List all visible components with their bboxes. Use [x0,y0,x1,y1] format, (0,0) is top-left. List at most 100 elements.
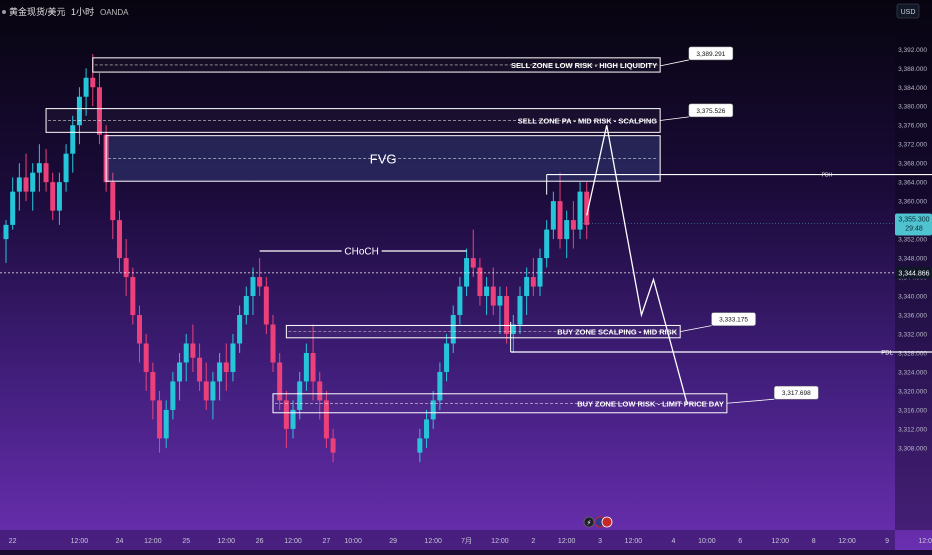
candle-down [157,400,163,439]
candle-down [477,267,483,297]
candle-up [217,362,223,382]
candle-up [430,400,436,420]
candle-up [437,371,443,401]
y-tick-label: 3,328.000 [898,350,927,357]
symbol-name: 黄金现货/美元 [9,6,66,17]
candle-up [56,182,62,211]
crosshair-price-label [895,266,932,279]
bottom-widgets[interactable]: ⚡ [583,516,613,528]
y-tick-label: 3,384.000 [898,85,927,92]
flash-glyph: ⚡ [587,519,592,527]
candle-down [223,362,229,372]
candle-up [303,352,309,382]
y-tick-label: 3,380.000 [898,104,927,111]
candle-down [263,286,269,325]
x-tick-label: 24 [116,538,124,545]
candle-down [530,277,536,287]
currency-label: USD [901,9,916,16]
y-tick-label: 3,392.000 [898,47,927,54]
candle-up [243,296,249,316]
economic-event-icon[interactable] [601,516,613,528]
y-tick-label: 3,336.000 [898,313,927,320]
candle-down [257,277,263,287]
candle-up [524,277,530,297]
x-tick-label: 12:00 [558,538,576,545]
candle-up [517,296,523,325]
candle-down [557,201,563,240]
time-axis[interactable]: 22 12:00 24 12:00 25 12:00 26 12:00 27 10:00 29 12:… [0,530,932,550]
candle-up [10,191,16,225]
candle-up [3,224,9,240]
candle-up [450,315,456,344]
candle-down [96,87,102,135]
candle-up [290,409,296,429]
x-tick-label: 8 [812,538,816,545]
x-tick-label: 12:00 [144,538,162,545]
price-axis[interactable]: USD 3,392.000 3,388.000 3,384.000 3,380.000… [895,0,932,530]
x-tick-label: 10:00 [344,538,362,545]
candle-up [70,125,76,154]
candle-up [464,258,470,287]
candle-down [130,277,136,316]
x-tick-label: 25 [182,538,190,545]
chart-header: 黄金现货/美元 · 1小时 · OANDA [2,6,129,17]
callout-box [774,385,819,400]
y-tick-label: 3,360.000 [898,199,927,206]
candle-up [537,258,543,287]
y-tick-label: 3,308.000 [898,445,927,452]
candle-up [237,315,243,344]
candle-down [323,400,329,439]
candle-up [577,191,583,230]
x-tick-label: 26 [256,538,264,545]
candle-down [110,182,116,221]
candle-up [250,277,256,297]
key-levels: CHoCH PDH PDL [259,173,932,357]
candle-down [277,362,283,401]
candle-countdown: 29:48 [905,225,923,232]
candle-down [143,343,149,372]
candle-up [170,381,176,410]
y-tick-label: 3,352.000 [898,237,927,244]
callout-leader [660,116,689,121]
x-tick-label: 3 [598,538,602,545]
candle-down [470,258,476,268]
y-tick-label: 3,376.000 [898,123,927,130]
candle-up [210,381,216,401]
zone-label: SELL ZONE PA - MID RISK - SCALPING [518,116,658,125]
current-price-label [895,213,932,236]
candle-up [30,172,36,192]
flash-event-icon[interactable] [583,516,595,528]
candle-up [457,286,463,316]
x-tick-label: 12:00 [71,538,89,545]
status-dot-icon [2,10,6,14]
y-tick-label: 3,324.000 [898,369,927,376]
candle-down [283,400,289,429]
candle-up [424,419,430,439]
time-axis-background [0,530,895,550]
candle-down [203,381,209,401]
y-tick-label: 3,340.000 [898,294,927,301]
pdh-label: PDH [822,173,833,179]
x-tick-label: 2 [531,538,535,545]
y-tick-label: 3,312.000 [898,426,927,433]
header-separator-1: · [63,7,66,17]
candle-down [584,191,590,225]
x-tick-label: 12:00 [838,538,856,545]
callout-price: 3,389.291 [696,51,725,58]
pdl-label: PDL [881,351,893,357]
callout-price: 3,317.698 [782,390,811,397]
candle-down [137,315,142,344]
candle-up [417,438,423,453]
x-tick-label: 12:00 [424,538,442,545]
candle-up [163,409,169,439]
callout-box [688,103,734,118]
crosshair-price-value: 3,344.866 [898,270,929,277]
candle-down [197,357,203,382]
callout-leader [660,59,689,67]
y-tick-label: 3,316.000 [898,407,927,414]
currency-button[interactable] [896,3,920,19]
choch-label: CHoCH [344,246,378,257]
candle-down [90,77,96,88]
